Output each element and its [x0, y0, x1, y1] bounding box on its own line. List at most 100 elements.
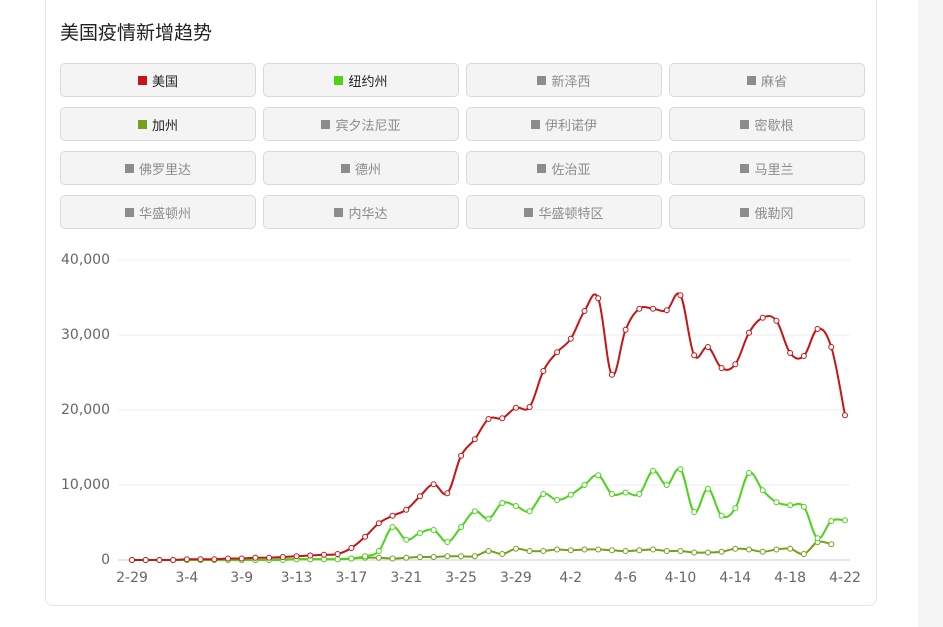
- data-point: [416, 530, 423, 536]
- legend-button[interactable]: 麻省: [669, 63, 865, 97]
- x-tick-label: 3-21: [390, 570, 422, 586]
- data-point: [814, 535, 821, 542]
- legend-button[interactable]: 加州: [60, 107, 256, 141]
- data-point: [170, 557, 177, 563]
- data-point: [814, 326, 821, 332]
- legend-button[interactable]: 美国: [60, 63, 256, 97]
- data-point: [266, 554, 273, 561]
- series-line: [132, 540, 832, 562]
- legend-swatch: [124, 207, 134, 217]
- data-point: [622, 326, 629, 333]
- x-tick-label: 2-29: [116, 570, 148, 586]
- data-point: [197, 556, 204, 563]
- data-point: [732, 545, 739, 552]
- x-tick-label: 3-17: [335, 570, 367, 586]
- data-point: [581, 308, 588, 314]
- data-point: [471, 508, 478, 515]
- data-point: [828, 518, 835, 524]
- legend-button[interactable]: 华盛顿州: [60, 195, 256, 229]
- data-point: [581, 482, 588, 488]
- data-point: [787, 350, 794, 356]
- legend-button[interactable]: 内华达: [263, 195, 459, 229]
- x-tick-label: 3-9: [230, 570, 253, 586]
- data-point: [471, 553, 478, 560]
- data-point: [430, 527, 437, 533]
- data-point: [348, 555, 355, 562]
- data-point: [663, 548, 670, 554]
- legend-label: 麻省: [760, 74, 787, 90]
- legend-button[interactable]: 密歇根: [669, 107, 865, 141]
- data-point: [677, 466, 684, 473]
- data-point: [416, 554, 423, 560]
- legend-label: 俄勒冈: [754, 206, 794, 222]
- data-point: [554, 349, 561, 356]
- y-tick-label: 10,000: [61, 477, 110, 493]
- data-point: [636, 547, 643, 554]
- data-point: [650, 467, 657, 474]
- data-point: [842, 517, 848, 524]
- data-point: [403, 506, 410, 513]
- data-point: [608, 371, 615, 378]
- legend-button[interactable]: 俄勒冈: [669, 195, 865, 229]
- legend-button[interactable]: 新泽西: [466, 63, 662, 97]
- legend-label: 伊利诺伊: [544, 118, 597, 134]
- data-point: [554, 546, 561, 553]
- legend-label: 德州: [354, 162, 381, 178]
- data-point: [718, 365, 725, 371]
- data-point: [746, 470, 753, 476]
- legend-swatch: [124, 163, 134, 173]
- data-point: [718, 512, 725, 519]
- data-point: [800, 353, 807, 359]
- data-point: [540, 548, 547, 554]
- data-point: [787, 545, 794, 552]
- legend-swatch: [334, 75, 344, 85]
- data-point: [444, 490, 451, 497]
- x-tick-label: 4-18: [774, 570, 806, 586]
- data-point: [663, 482, 670, 488]
- data-point: [458, 452, 465, 459]
- data-point: [746, 546, 753, 553]
- data-point: [389, 555, 396, 562]
- legend-button[interactable]: 佛罗里达: [60, 151, 256, 185]
- data-point: [129, 557, 135, 563]
- data-point: [375, 548, 382, 554]
- data-point: [704, 485, 711, 492]
- legend-button[interactable]: 纽约州: [263, 63, 459, 97]
- y-tick-label: 40,000: [61, 252, 110, 268]
- legend-button[interactable]: 德州: [263, 151, 459, 185]
- data-point: [416, 493, 423, 500]
- y-tick-label: 30,000: [61, 327, 110, 343]
- legend-button[interactable]: 马里兰: [669, 151, 865, 185]
- data-point: [279, 554, 286, 560]
- legend-label: 佛罗里达: [138, 162, 191, 178]
- legend-swatch: [740, 163, 750, 173]
- legend-label: 华盛顿特区: [538, 206, 604, 222]
- x-tick-label: 4-6: [614, 570, 637, 586]
- data-point: [252, 554, 259, 561]
- data-point: [800, 551, 807, 557]
- legend-label: 华盛顿州: [138, 206, 191, 222]
- data-point: [499, 500, 506, 506]
- legend-button[interactable]: 佐治亚: [466, 151, 662, 185]
- legend-button[interactable]: 宾夕法尼亚: [263, 107, 459, 141]
- data-point: [375, 520, 382, 527]
- data-point: [444, 553, 451, 560]
- data-point: [608, 491, 615, 497]
- data-point: [677, 292, 684, 299]
- data-point: [526, 508, 533, 515]
- series-line: [132, 467, 846, 562]
- legend-label: 内华达: [348, 206, 388, 222]
- data-point: [677, 548, 684, 554]
- legend-label: 美国: [151, 74, 178, 90]
- data-point: [800, 503, 807, 510]
- data-point: [759, 487, 766, 494]
- data-point: [293, 553, 300, 560]
- legend-button[interactable]: 华盛顿特区: [466, 195, 662, 229]
- data-point: [471, 436, 478, 443]
- legend-swatch: [321, 119, 331, 129]
- card: [45, 0, 877, 606]
- legend-button[interactable]: 伊利诺伊: [466, 107, 662, 141]
- data-point: [759, 548, 766, 555]
- x-tick-label: 4-14: [719, 570, 751, 586]
- y-tick-label: 0: [101, 552, 110, 568]
